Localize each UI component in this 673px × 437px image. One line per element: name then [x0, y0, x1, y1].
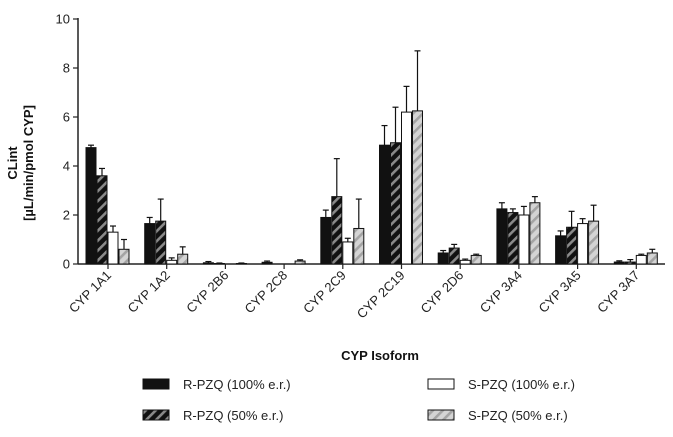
x-tick-label: CYP 2D6: [418, 268, 467, 317]
bars-group: [85, 110, 658, 265]
legend-swatch-series-2: [142, 409, 170, 421]
bar-cyp-3a5-series-1: [555, 235, 567, 265]
x-tick-label: CYP 3A4: [477, 268, 525, 316]
legend-label-series-3: S-PZQ (100% e.r.): [468, 377, 575, 392]
bar-cyp-1a2-series-4: [177, 253, 189, 265]
error-bars-group: [88, 50, 656, 264]
bar-cyp-2c8-series-4: [294, 260, 306, 265]
bar-cyp-2d6-series-1: [437, 252, 449, 265]
y-axis-title-line2: [µL/min/pmol CYP]: [21, 105, 36, 221]
y-axis-title-line1: CLint: [5, 146, 20, 180]
bar-cyp-1a1-series-2: [96, 175, 108, 265]
bar-cyp-3a4-series-4: [529, 202, 541, 265]
bar-cyp-1a1-series-4: [118, 248, 130, 265]
bar-cyp-2c19-series-3: [401, 111, 412, 265]
legend-label-series-2: R-PZQ (50% e.r.): [183, 408, 283, 423]
bar-cyp-3a4-series-3: [518, 214, 530, 265]
legend-swatch-series-3: [427, 378, 455, 390]
bar-cyp-2c19-series-2: [390, 142, 401, 265]
legend-label-series-1: R-PZQ (100% e.r.): [183, 377, 291, 392]
bar-cyp-3a7-series-1: [613, 261, 625, 265]
legend-label-series-4: S-PZQ (50% e.r.): [468, 408, 568, 423]
bar-cyp-2d6-series-2: [448, 247, 460, 265]
x-axis-title: CYP Isoform: [341, 348, 419, 363]
y-tick-label: 10: [56, 12, 70, 27]
bar-cyp-2c9-series-4: [353, 227, 365, 265]
bar-cyp-2d6-series-3: [459, 259, 471, 265]
bar-cyp-1a1-series-3: [107, 231, 119, 265]
bar-cyp-2c19-series-1: [379, 144, 390, 265]
y-tick-label: 2: [63, 208, 70, 223]
legend-swatch-series-1: [142, 378, 170, 390]
x-tick-label: CYP 2C9: [300, 268, 349, 317]
y-tick-label: 4: [63, 159, 70, 174]
legend-swatch-series-4: [427, 409, 455, 421]
bar-cyp-3a7-series-4: [646, 252, 658, 265]
y-tick-label: 0: [63, 257, 70, 272]
bar-cyp-3a5-series-3: [577, 223, 589, 265]
x-tick-label: CYP 2B6: [183, 268, 231, 316]
bar-cyp-1a2-series-2: [155, 220, 167, 265]
bar-cyp-1a2-series-3: [166, 259, 178, 265]
bar-cyp-2c9-series-2: [331, 196, 343, 265]
bar-cyp-2c8-series-1: [261, 261, 273, 265]
x-tick-label: CYP 2C19: [354, 268, 408, 322]
bar-cyp-3a7-series-2: [624, 261, 636, 265]
bar-cyp-3a7-series-3: [635, 254, 647, 265]
x-tick-label: CYP 3A5: [535, 268, 583, 316]
bar-cyp-3a5-series-2: [566, 226, 578, 265]
x-tick-label: CYP 1A2: [125, 268, 173, 316]
bar-cyp-2b6-series-1: [202, 262, 214, 265]
legend: R-PZQ (100% e.r.) S-PZQ (100% e.r.) R-PZQ …: [142, 377, 575, 423]
bar-cyp-1a1-series-1: [85, 147, 97, 265]
bar-cyp-3a5-series-4: [588, 220, 600, 265]
y-tick-labels: 0 2 4 6 8 10: [56, 12, 78, 272]
y-tick-label: 8: [63, 61, 70, 76]
bar-cyp-2c9-series-3: [342, 241, 354, 265]
x-tick-labels: CYP 1A1 CYP 1A2 CYP 2B6 CYP 2C8 CYP 2C9 CYP 2…: [66, 264, 642, 322]
bar-cyp-3a4-series-2: [507, 212, 519, 265]
bar-cyp-2c19-series-4: [412, 110, 423, 265]
bar-cyp-1a2-series-1: [144, 223, 156, 265]
bar-cyp-2d6-series-4: [470, 254, 482, 265]
x-tick-label: CYP 2C8: [241, 268, 290, 317]
bar-cyp-2c9-series-1: [320, 216, 332, 265]
x-tick-label: CYP 3A7: [594, 268, 642, 316]
bar-cyp-3a4-series-1: [496, 208, 508, 265]
y-tick-label: 6: [63, 110, 70, 125]
x-tick-label: CYP 1A1: [66, 268, 114, 316]
